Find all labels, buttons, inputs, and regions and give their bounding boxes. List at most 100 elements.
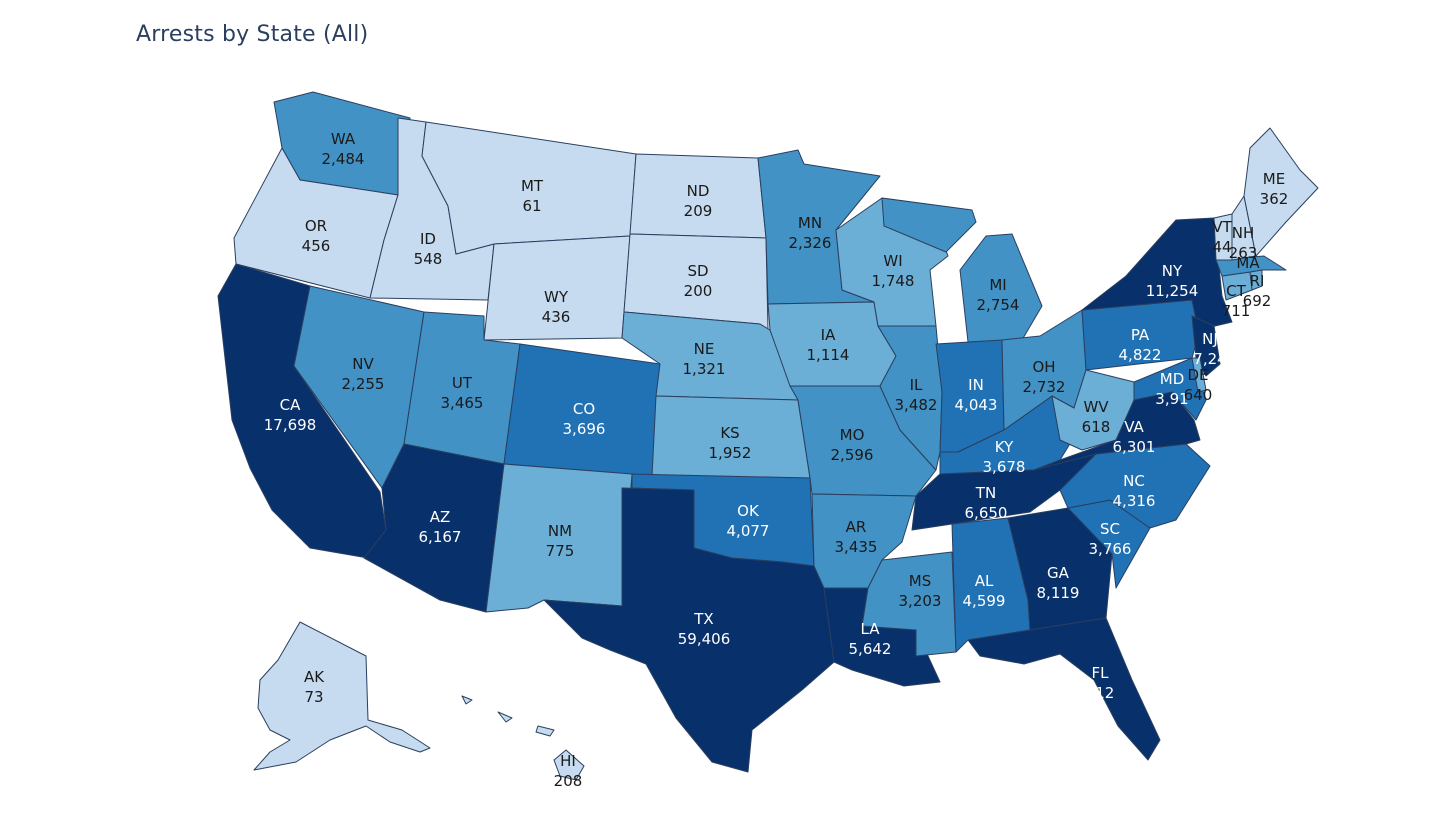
state-code-MO: MO xyxy=(840,426,865,444)
state-value-WI: 1,748 xyxy=(872,272,915,290)
state-value-MS: 3,203 xyxy=(899,592,942,610)
state-value-KS: 1,952 xyxy=(709,444,752,462)
state-label-WA: WA 2,484 xyxy=(322,130,365,168)
state-label-IA: IA 1,114 xyxy=(807,326,850,364)
state-value-MT: 61 xyxy=(522,197,541,215)
state-shapes xyxy=(217,91,1319,781)
state-value-TX: 59,406 xyxy=(678,630,731,648)
state-code-CO: CO xyxy=(573,400,595,418)
state-value-ID: 548 xyxy=(414,250,443,268)
state-label-NY: NY 11,254 xyxy=(1146,262,1199,300)
state-value-TN: 6,650 xyxy=(965,504,1008,522)
state-code-TX: TX xyxy=(693,610,713,628)
state-value-CT: 711 xyxy=(1222,302,1251,320)
state-code-VA: VA xyxy=(1124,418,1144,436)
state-value-OR: 456 xyxy=(302,237,331,255)
state-label-IN: IN 4,043 xyxy=(955,376,998,414)
state-code-MD: MD xyxy=(1160,370,1185,388)
state-label-AL: AL 4,599 xyxy=(963,572,1006,610)
state-code-UT: UT xyxy=(452,374,473,392)
state-code-FL: FL xyxy=(1092,664,1110,682)
state-code-WI: WI xyxy=(883,252,902,270)
state-value-NH: 263 xyxy=(1229,244,1258,262)
state-label-IL: IL 3,482 xyxy=(895,376,938,414)
state-label-OR: OR 456 xyxy=(302,217,331,255)
state-code-MT: MT xyxy=(521,177,544,195)
state-label-MT: MT 61 xyxy=(521,177,544,215)
state-code-MI: MI xyxy=(989,276,1006,294)
state-value-NM: 775 xyxy=(546,542,575,560)
state-label-FL: FL 512 xyxy=(1086,664,1115,702)
state-ME[interactable] xyxy=(1243,127,1319,257)
state-label-ME: ME 362 xyxy=(1260,170,1289,208)
state-code-WV: WV xyxy=(1083,398,1109,416)
state-MA[interactable] xyxy=(1215,255,1287,277)
state-value-WV: 618 xyxy=(1082,418,1111,436)
state-code-IN: IN xyxy=(968,376,984,394)
state-code-NE: NE xyxy=(694,340,715,358)
state-value-GA: 8,119 xyxy=(1037,584,1080,602)
state-code-DE: DE xyxy=(1187,366,1208,384)
state-label-NJ: NJ 7,24 xyxy=(1193,330,1226,368)
state-value-OH: 2,732 xyxy=(1023,378,1066,396)
state-label-HI: HI 208 xyxy=(554,752,583,790)
state-value-AL: 4,599 xyxy=(963,592,1006,610)
state-value-RI: 692 xyxy=(1243,292,1272,310)
state-value-NV: 2,255 xyxy=(342,375,385,393)
state-label-VA: VA 6,301 xyxy=(1113,418,1156,456)
state-value-WY: 436 xyxy=(542,308,571,326)
state-label-WV: WV 618 xyxy=(1082,398,1111,436)
state-TX[interactable] xyxy=(543,487,835,773)
state-label-NH: NH 263 xyxy=(1229,224,1258,262)
state-label-ID: ID 548 xyxy=(414,230,443,268)
state-FL[interactable] xyxy=(967,617,1161,761)
state-code-CA: CA xyxy=(280,396,301,414)
state-code-AL: AL xyxy=(975,572,994,590)
state-value-NE: 1,321 xyxy=(683,360,726,378)
state-label-NM: NM 775 xyxy=(546,522,575,560)
state-value-HI: 208 xyxy=(554,772,583,790)
state-label-SD: SD 200 xyxy=(684,262,713,300)
state-VA[interactable] xyxy=(1033,391,1201,471)
state-label-NC: NC 4,316 xyxy=(1113,472,1156,510)
state-value-IN: 4,043 xyxy=(955,396,998,414)
state-value-AZ: 6,167 xyxy=(419,528,462,546)
state-label-WI: WI 1,748 xyxy=(872,252,915,290)
state-DE[interactable] xyxy=(1191,357,1207,393)
state-code-RI: RI xyxy=(1250,272,1265,290)
state-MS[interactable] xyxy=(861,551,957,657)
state-value-KY: 3,678 xyxy=(983,458,1026,476)
state-code-MS: MS xyxy=(909,572,931,590)
state-label-KY: KY 3,678 xyxy=(983,438,1026,476)
state-value-VT: 44 xyxy=(1212,238,1231,256)
state-code-OR: OR xyxy=(305,217,327,235)
state-label-CO: CO 3,696 xyxy=(563,400,606,438)
state-code-KY: KY xyxy=(995,438,1014,456)
state-value-CO: 3,696 xyxy=(563,420,606,438)
state-HI[interactable] xyxy=(461,695,585,781)
state-code-GA: GA xyxy=(1047,564,1070,582)
state-NY[interactable] xyxy=(1081,217,1233,331)
state-label-OH: OH 2,732 xyxy=(1023,358,1066,396)
state-code-MA: MA xyxy=(1236,254,1260,272)
state-code-NH: NH xyxy=(1232,224,1255,242)
state-value-NJ: 7,24 xyxy=(1193,350,1226,368)
state-code-SD: SD xyxy=(687,262,708,280)
state-code-NY: NY xyxy=(1162,262,1183,280)
state-value-MI: 2,754 xyxy=(977,296,1020,314)
state-label-MA: MA xyxy=(1236,254,1260,272)
state-label-ND: ND 209 xyxy=(684,182,713,220)
state-value-NC: 4,316 xyxy=(1113,492,1156,510)
state-AK[interactable] xyxy=(253,621,431,771)
state-label-MO: MO 2,596 xyxy=(831,426,874,464)
state-value-NY: 11,254 xyxy=(1146,282,1199,300)
state-label-MS: MS 3,203 xyxy=(899,572,942,610)
state-code-NM: NM xyxy=(548,522,572,540)
state-code-TN: TN xyxy=(975,484,996,502)
state-label-NE: NE 1,321 xyxy=(683,340,726,378)
state-code-SC: SC xyxy=(1100,520,1120,538)
chart-title: Arrests by State (All) xyxy=(136,22,369,47)
state-value-IL: 3,482 xyxy=(895,396,938,414)
state-value-DE: 640 xyxy=(1184,386,1213,404)
